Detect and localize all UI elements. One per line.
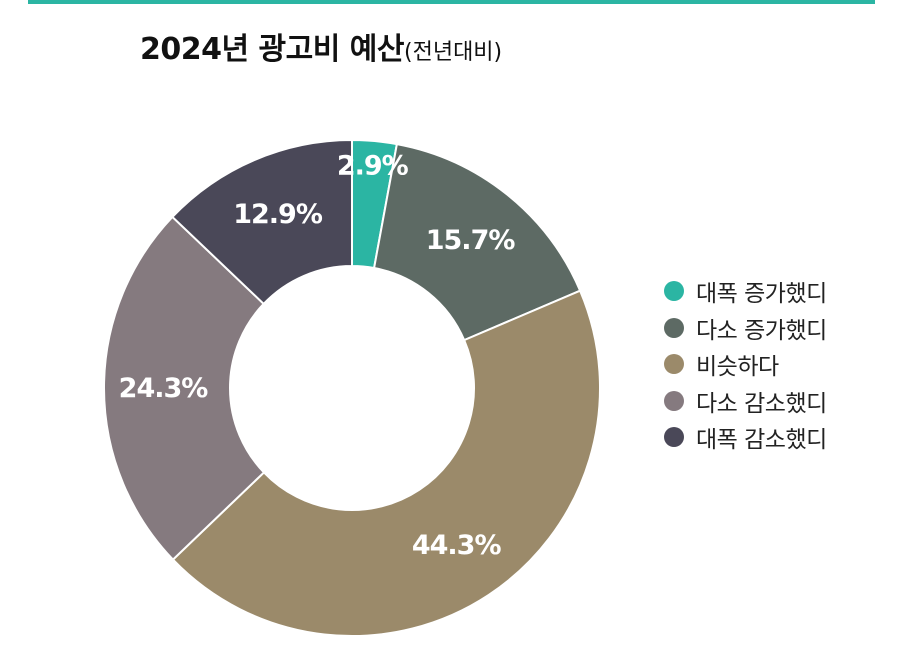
top-accent-rule	[28, 0, 875, 4]
donut-slices	[103, 138, 601, 637]
slice-labels: 2.9% 15.7% 44.3% 24.3% 12.9%	[119, 150, 517, 561]
legend-item-3: 비슷하다	[664, 346, 827, 383]
legend-swatch-icon	[664, 317, 684, 338]
legend-item-1: 대폭 증가했디	[664, 273, 827, 310]
legend-label: 대폭 증가했디	[696, 281, 827, 308]
legend-item-2: 다소 증가했디	[664, 310, 827, 347]
donut-slice-3	[171, 289, 601, 637]
legend-label: 비슷하다	[696, 354, 779, 381]
chart-title-main: 2024년 광고비 예산	[140, 32, 405, 67]
legend-item-4: 다소 감소했디	[664, 383, 827, 420]
legend-label: 다소 증가했디	[696, 317, 827, 344]
donut-slice-2	[372, 142, 582, 342]
legend-item-5: 대폭 감소했디	[664, 419, 827, 456]
slice-label-5: 12.9%	[233, 199, 323, 230]
chart-title: 2024년 광고비 예산(전년대비)	[140, 24, 502, 68]
donut-slice-5	[171, 138, 353, 306]
chart-subtitle: (전년대비)	[404, 40, 503, 65]
slice-label-1: 2.9%	[337, 150, 409, 181]
legend-swatch-icon	[664, 281, 684, 302]
legend-label: 대폭 감소했디	[696, 427, 827, 454]
donut-slice-4	[103, 215, 266, 562]
slice-label-2: 15.7%	[426, 225, 516, 256]
legend-label: 다소 감소했디	[696, 390, 827, 417]
slice-label-4: 24.3%	[119, 373, 209, 404]
slice-label-3: 44.3%	[412, 530, 502, 561]
legend-swatch-icon	[664, 427, 684, 448]
legend-swatch-icon	[664, 354, 684, 375]
legend-swatch-icon	[664, 390, 684, 411]
